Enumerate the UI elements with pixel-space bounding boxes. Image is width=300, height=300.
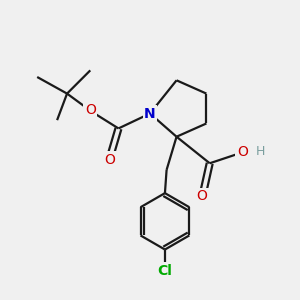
Text: O: O bbox=[237, 145, 248, 159]
Text: H: H bbox=[256, 145, 265, 158]
Text: O: O bbox=[196, 190, 207, 203]
Text: N: N bbox=[144, 106, 156, 121]
Text: O: O bbox=[85, 103, 96, 117]
Text: O: O bbox=[105, 153, 116, 167]
Text: Cl: Cl bbox=[158, 264, 172, 278]
